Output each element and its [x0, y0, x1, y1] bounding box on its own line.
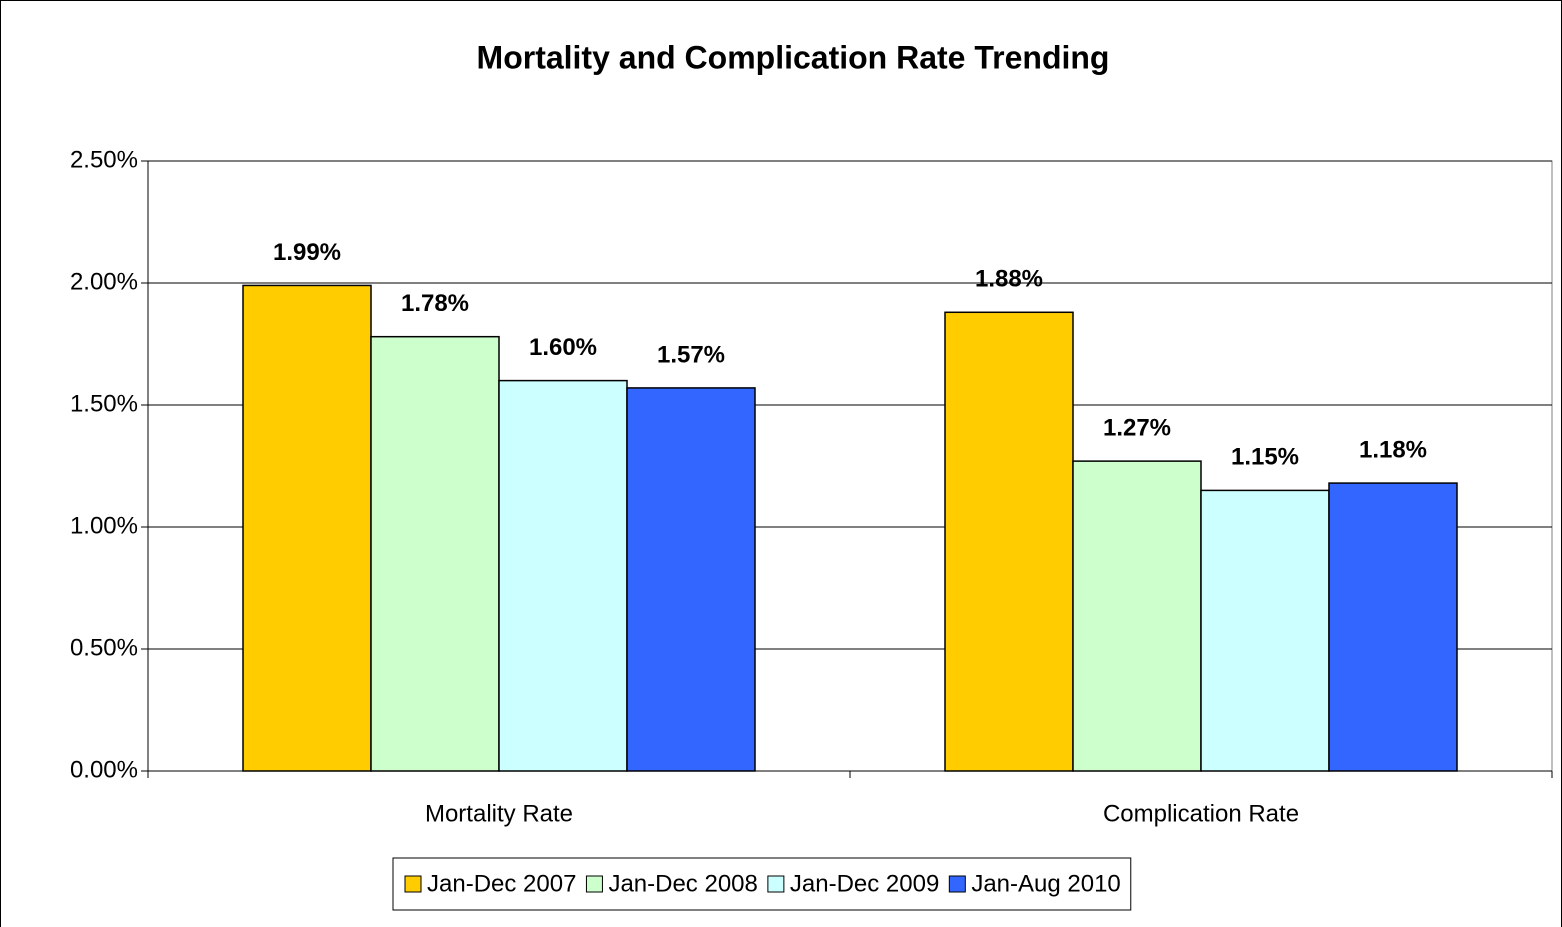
legend-swatch	[948, 875, 966, 893]
value-label: 1.99%	[273, 239, 341, 266]
legend-swatch	[404, 875, 422, 893]
value-label: 1.27%	[1103, 414, 1171, 441]
bar	[1200, 489, 1330, 772]
legend-label: Jan-Dec 2007	[427, 870, 576, 897]
y-tick-label: 2.50%	[70, 146, 138, 173]
bar	[1072, 460, 1202, 772]
bar	[242, 284, 372, 772]
y-tick-label: 1.00%	[70, 512, 138, 539]
value-label: 1.88%	[975, 266, 1043, 293]
x-tick-label: Complication Rate	[1103, 800, 1299, 827]
value-label: 1.78%	[401, 290, 469, 317]
bar	[498, 379, 628, 772]
legend-label: Jan-Dec 2009	[790, 870, 939, 897]
value-label: 1.15%	[1231, 444, 1299, 471]
legend-label: Jan-Dec 2008	[608, 870, 757, 897]
value-label: 1.60%	[529, 334, 597, 361]
value-label: 1.57%	[657, 341, 725, 368]
legend-box	[392, 857, 1132, 911]
legend-swatch	[585, 875, 603, 893]
bar	[1328, 482, 1458, 772]
bar	[626, 387, 756, 772]
chart-title: Mortality and Complication Rate Trending	[477, 39, 1110, 75]
bar	[944, 311, 1074, 772]
bar	[370, 335, 500, 772]
legend-swatch	[767, 875, 785, 893]
x-tick-label: Mortality Rate	[425, 800, 573, 827]
y-tick-label: 2.00%	[70, 268, 138, 295]
y-tick-label: 1.50%	[70, 390, 138, 417]
y-tick-label: 0.50%	[70, 634, 138, 661]
y-tick-label: 0.00%	[70, 756, 138, 783]
value-label: 1.18%	[1359, 436, 1427, 463]
legend-label: Jan-Aug 2010	[971, 870, 1120, 897]
